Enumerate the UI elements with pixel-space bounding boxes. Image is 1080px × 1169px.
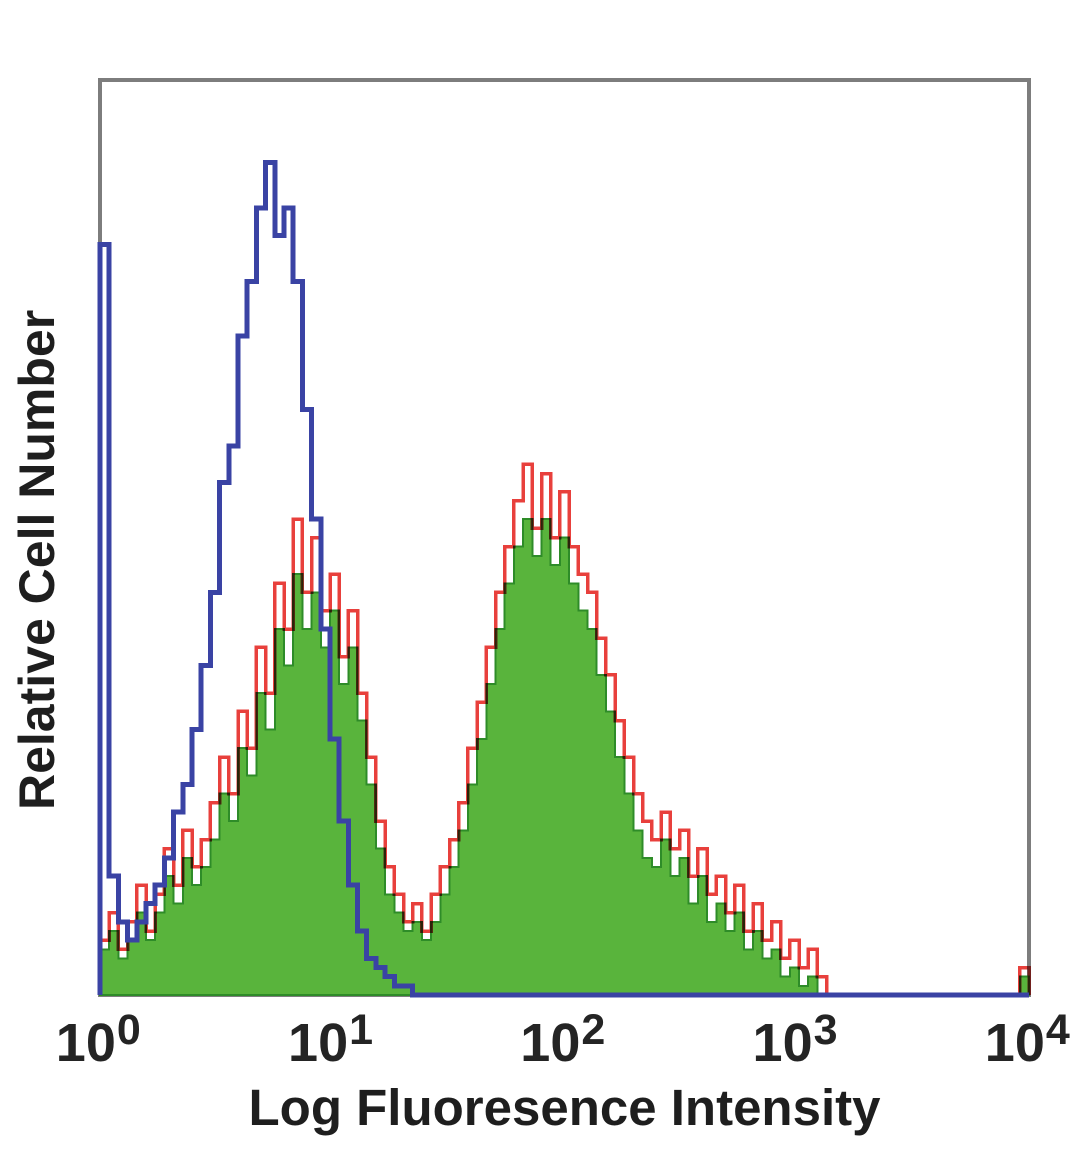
y-axis-title: Relative Cell Number [9, 309, 65, 811]
x-axis-title: Log Fluoresence Intensity [248, 1079, 881, 1136]
red-open-histogram [98, 462, 1031, 997]
blue-open-histogram [97, 159, 1029, 998]
